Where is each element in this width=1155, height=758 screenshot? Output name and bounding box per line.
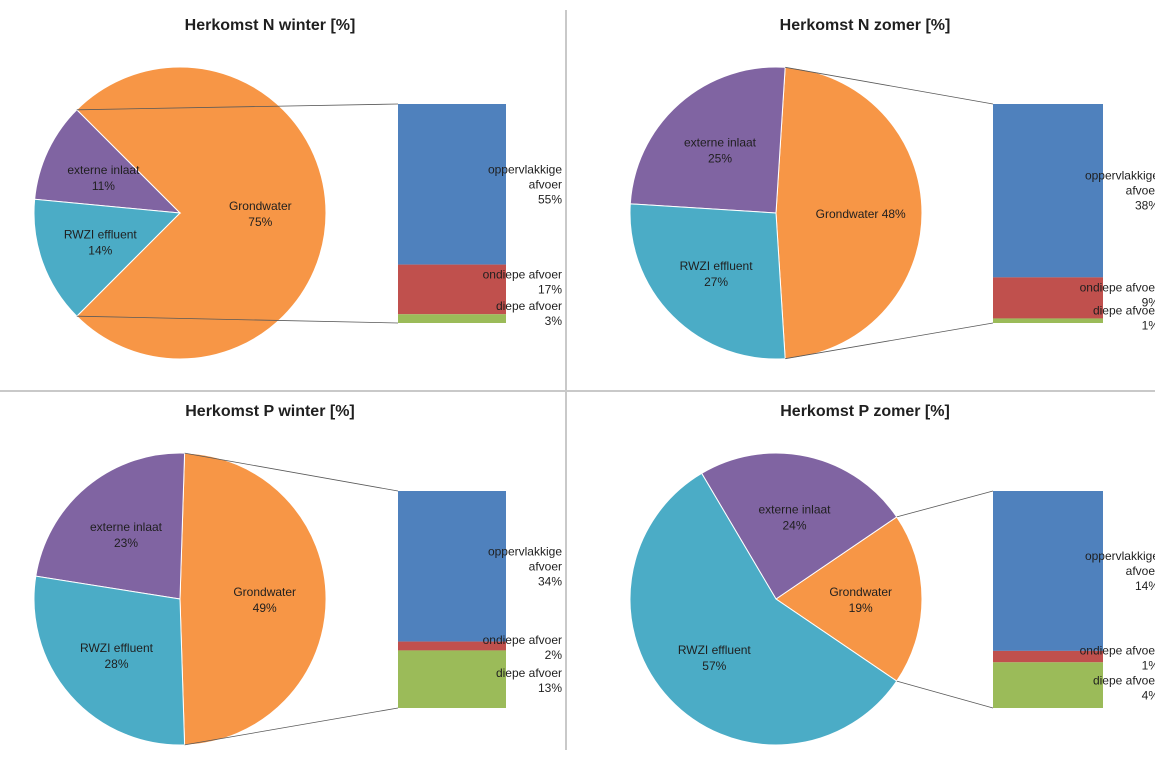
bar-segment-oppervlakkige-afvoer <box>398 491 506 642</box>
pie-slice-grondwater <box>76 66 327 360</box>
bar-label-ondiepe-afvoer: ondiepe afvoer 17% <box>483 268 563 297</box>
connector-top <box>76 103 399 111</box>
bar-segment-ondiepe-afvoer <box>993 277 1103 319</box>
pie-slice-grondwater <box>179 452 327 746</box>
pie-slice-externe-inlaat <box>35 452 186 600</box>
chart-panel-2: Herkomst N zomer [%] Grondwater 48% extern… <box>629 17 1155 360</box>
connector-bottom <box>896 680 994 709</box>
bar-label-diepe-afvoer: diepe afvoer 13% <box>496 666 562 695</box>
horizontal-divider <box>0 390 1155 392</box>
bar-segment-ondiepe-afvoer <box>398 641 506 651</box>
pie-label-externe-inlaat: externe inlaat 24% <box>758 502 831 532</box>
pie-slice-rwzi-effluent <box>629 203 786 360</box>
bar-segment-diepe-afvoer <box>398 314 506 323</box>
bar-segment-oppervlakkige-afvoer <box>993 104 1103 278</box>
chart-panel-4: Herkomst P zomer [%] Grondwater 19% externe… <box>629 403 1155 746</box>
chart-title: Herkomst P zomer [%] <box>780 403 950 420</box>
pie-label-grondwater: Grondwater 75% <box>229 199 292 229</box>
bar-segment-diepe-afvoer <box>993 318 1103 323</box>
connector-top <box>184 452 399 492</box>
pie-label-rwzi-effluent: RWZI effluent 28% <box>80 641 154 671</box>
connector-bottom <box>76 315 399 324</box>
bar-segment-ondiepe-afvoer <box>398 264 506 315</box>
connector-top <box>896 490 994 518</box>
chart-panel-3: Herkomst P winter [%] Grondwater 49% extern… <box>33 403 563 746</box>
bar-segment-oppervlakkige-afvoer <box>398 104 506 265</box>
bar-segment-diepe-afvoer <box>398 650 506 708</box>
pie-label-externe-inlaat: externe inlaat 23% <box>90 520 163 550</box>
pie-label-rwzi-effluent: RWZI effluent 14% <box>64 228 138 258</box>
vertical-divider <box>565 10 567 750</box>
pie-label-rwzi-effluent: RWZI effluent 27% <box>680 259 754 289</box>
bar-segment-diepe-afvoer <box>993 662 1103 708</box>
pie-label-grondwater: Grondwater 48% <box>816 207 906 221</box>
bar-label-oppervlakkige-afvoer: oppervlakkigeafvoer14% <box>1085 549 1155 593</box>
pie-label-grondwater: Grondwater 49% <box>233 585 296 615</box>
pie-slice-grondwater <box>775 66 923 360</box>
bar-label-oppervlakkige-afvoer: oppervlakkige afvoer 55% <box>488 162 562 206</box>
bar-segment-oppervlakkige-afvoer <box>993 491 1103 651</box>
pie-slice-rwzi-effluent <box>629 472 898 746</box>
chart-title: Herkomst P winter [%] <box>185 403 355 420</box>
bar-label-oppervlakkige-afvoer: oppervlakkigeafvoer38% <box>1085 169 1155 213</box>
chart-title: Herkomst N winter [%] <box>185 17 356 34</box>
bar-label-diepe-afvoer: diepe afvoer 3% <box>496 299 562 328</box>
pie-slice-externe-inlaat <box>700 452 898 600</box>
chart-panel-1: Herkomst N winter [%] Grondwater 75% extern… <box>33 17 563 360</box>
pie-slice-externe-inlaat <box>34 109 182 214</box>
connector-bottom <box>785 322 994 360</box>
connector-top <box>785 66 994 105</box>
connector-bottom <box>184 707 399 746</box>
bar-segment-ondiepe-afvoer <box>993 650 1103 663</box>
bar-label-ondiepe-afvoer: ondiepe afvoer 2% <box>483 633 563 662</box>
pie-label-externe-inlaat: externe inlaat 11% <box>67 163 140 193</box>
chart-title: Herkomst N zomer [%] <box>780 17 951 34</box>
pie-slice-rwzi-effluent <box>33 575 186 746</box>
pie-slice-rwzi-effluent <box>33 198 182 317</box>
pie-label-grondwater: Grondwater 19% <box>829 585 892 615</box>
pie-slice-grondwater <box>775 516 923 682</box>
pie-slice-externe-inlaat <box>629 66 786 214</box>
pie-label-rwzi-effluent: RWZI effluent 57% <box>678 643 752 673</box>
bar-label-oppervlakkige-afvoer: oppervlakkige afvoer 34% <box>488 544 562 588</box>
pie-label-externe-inlaat: externe inlaat 25% <box>684 136 757 166</box>
